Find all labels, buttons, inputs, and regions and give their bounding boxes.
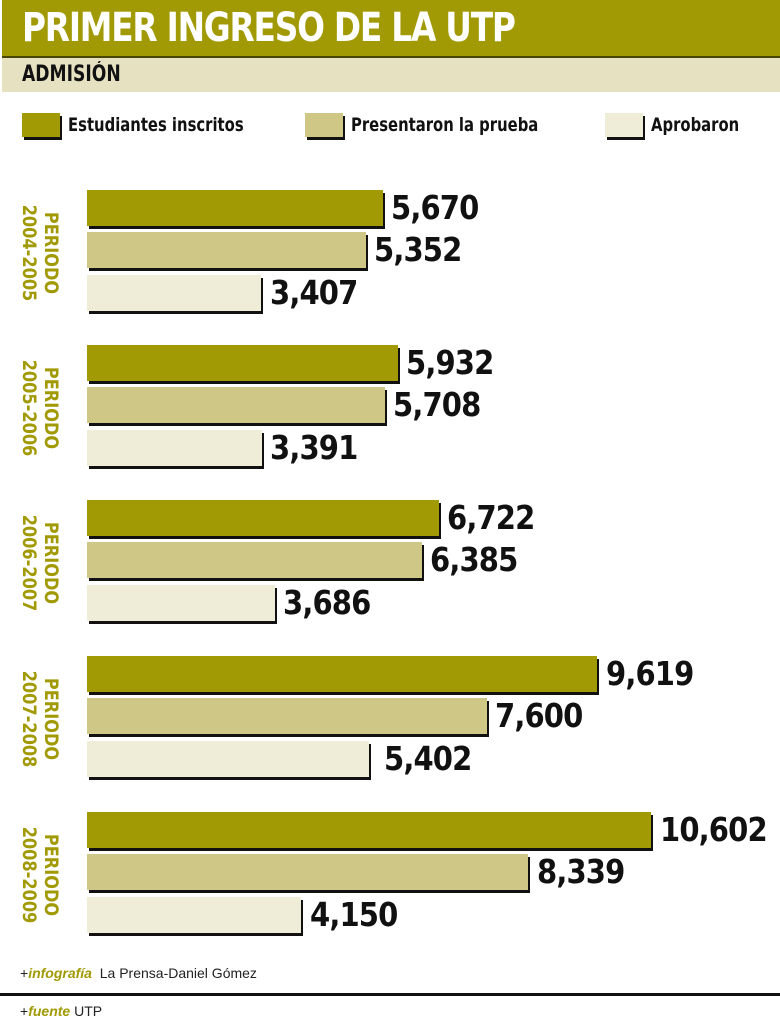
chart-title: PRIMER INGRESO DE LA UTP <box>22 5 516 51</box>
period-label: PERIODO 2005-2006 <box>18 359 62 456</box>
bar-inscritos <box>87 190 383 226</box>
plus-icon: + <box>20 1003 29 1019</box>
bar-group-2008-2009: PERIODO 2008-2009 10,602 8,339 4,150 <box>0 812 780 937</box>
bar-group-2005-2006: PERIODO 2005-2006 5,932 5,708 3,391 <box>0 345 780 470</box>
bar-value: 6,722 <box>447 498 535 537</box>
legend-label: Estudiantes inscritos <box>68 114 244 136</box>
legend-item-aprobaron: Aprobaron <box>605 110 764 140</box>
bar-aprobaron <box>87 585 275 621</box>
bar-value: 3,391 <box>270 428 358 467</box>
bar-value: 10,602 <box>660 810 768 849</box>
source-tag: fuente <box>28 1003 71 1019</box>
bar-group-2006-2007: PERIODO 2006-2007 6,722 6,385 3,686 <box>0 500 780 625</box>
legend-item-presentaron: Presentaron la prueba <box>305 110 591 140</box>
bar-value: 3,686 <box>283 583 371 622</box>
chart-subtitle: ADMISIÓN <box>22 62 121 87</box>
bar-presentaron <box>87 232 366 268</box>
legend-swatch-presentaron <box>305 113 343 137</box>
period-label: PERIODO 2006-2007 <box>18 514 62 611</box>
period-label: PERIODO 2007-2008 <box>18 670 62 767</box>
bar-value: 5,932 <box>406 343 494 382</box>
bar-presentaron <box>87 698 487 734</box>
bar-presentaron <box>87 854 528 890</box>
footer-divider <box>0 993 780 996</box>
bar-inscritos <box>87 500 439 536</box>
period-label: PERIODO 2008-2009 <box>18 826 62 923</box>
bar-value: 5,708 <box>393 385 481 424</box>
bar-value: 5,670 <box>391 188 479 227</box>
bar-value: 4,150 <box>310 895 398 934</box>
credit-text: La Prensa-Daniel Gómez <box>99 965 257 981</box>
legend: Estudiantes inscritos Presentaron la pru… <box>0 110 780 142</box>
legend-swatch-inscritos <box>22 113 60 137</box>
legend-item-inscritos: Estudiantes inscritos <box>22 110 293 140</box>
bar-value: 5,402 <box>384 739 472 778</box>
bar-inscritos <box>87 656 597 692</box>
plus-icon: + <box>20 965 29 981</box>
legend-label: Presentaron la prueba <box>351 114 539 136</box>
bar-presentaron <box>87 387 385 423</box>
bar-value: 5,352 <box>374 230 462 269</box>
bar-group-2007-2008: PERIODO 2007-2008 9,619 7,600 5,402 <box>0 656 780 781</box>
bar-aprobaron <box>87 897 301 933</box>
credit-line: +infografía La Prensa-Daniel Gómez <box>20 965 257 981</box>
bar-group-2004-2005: PERIODO 2004-2005 5,670 5,352 3,407 <box>0 190 780 315</box>
legend-swatch-aprobaron <box>605 113 643 137</box>
bar-aprobaron <box>87 275 261 311</box>
bar-inscritos <box>87 812 651 848</box>
bar-value: 3,407 <box>270 273 358 312</box>
bar-aprobaron <box>87 741 369 777</box>
bar-value: 8,339 <box>537 852 625 891</box>
bar-presentaron <box>87 542 422 578</box>
period-label: PERIODO 2004-2005 <box>18 204 62 301</box>
bar-value: 9,619 <box>606 654 694 693</box>
bar-value: 7,600 <box>495 696 583 735</box>
credit-tag: infografía <box>28 965 92 981</box>
title-bar: PRIMER INGRESO DE LA UTP <box>2 0 780 58</box>
legend-label: Aprobaron <box>651 114 740 136</box>
source-text: UTP <box>74 1003 103 1019</box>
subtitle-bar: ADMISIÓN <box>2 58 780 92</box>
bar-inscritos <box>87 345 398 381</box>
bar-aprobaron <box>87 430 262 466</box>
bar-value: 6,385 <box>430 540 518 579</box>
source-line: +fuente UTP <box>20 1003 102 1019</box>
